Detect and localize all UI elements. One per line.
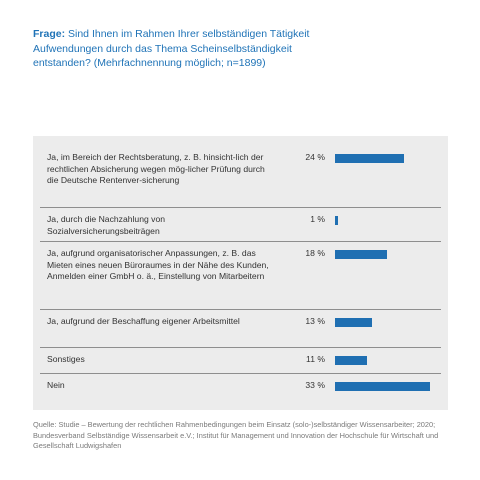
question-text: Frage: Sind Ihnen im Rahmen Ihrer selbst… (33, 27, 333, 71)
chart-row: Ja, aufgrund der Beschaffung eigener Arb… (40, 310, 441, 348)
value-label: 13 % (305, 316, 325, 326)
bar (335, 250, 387, 259)
category-label: Ja, durch die Nachzahlung von Sozialvers… (47, 214, 166, 236)
bar (335, 216, 338, 225)
category-label: Ja, aufgrund organisatorischer Anpassung… (47, 248, 269, 281)
category-label: Nein (47, 380, 65, 390)
bar (335, 382, 430, 391)
bar (335, 154, 405, 163)
chart-row: Ja, aufgrund organisatorischer Anpassung… (40, 242, 441, 310)
category-label: Ja, aufgrund der Beschaffung eigener Arb… (47, 316, 240, 326)
value-label: 24 % (305, 152, 325, 162)
category-label: Ja, im Bereich der Rechtsberatung, z. B.… (47, 152, 265, 185)
source-note: Quelle: Studie – Bewertung der rechtlich… (33, 420, 439, 450)
value-label: 33 % (305, 380, 325, 390)
chart-row: Ja, im Bereich der Rechtsberatung, z. B.… (40, 146, 441, 208)
chart-row: Ja, durch die Nachzahlung von Sozialvers… (40, 208, 441, 242)
chart-panel: Ja, im Bereich der Rechtsberatung, z. B.… (33, 136, 448, 410)
chart-row: Sonstiges 11 % (40, 348, 441, 374)
question-body: Sind Ihnen im Rahmen Ihrer selbständigen… (33, 28, 310, 69)
bar (335, 356, 367, 365)
chart-row: Nein 33 % (40, 374, 441, 400)
question-label: Frage: (33, 28, 66, 40)
category-label: Sonstiges (47, 354, 85, 364)
value-label: 18 % (305, 248, 325, 258)
bar (335, 318, 373, 327)
value-label: 11 % (306, 354, 325, 364)
value-label: 1 % (310, 214, 325, 224)
